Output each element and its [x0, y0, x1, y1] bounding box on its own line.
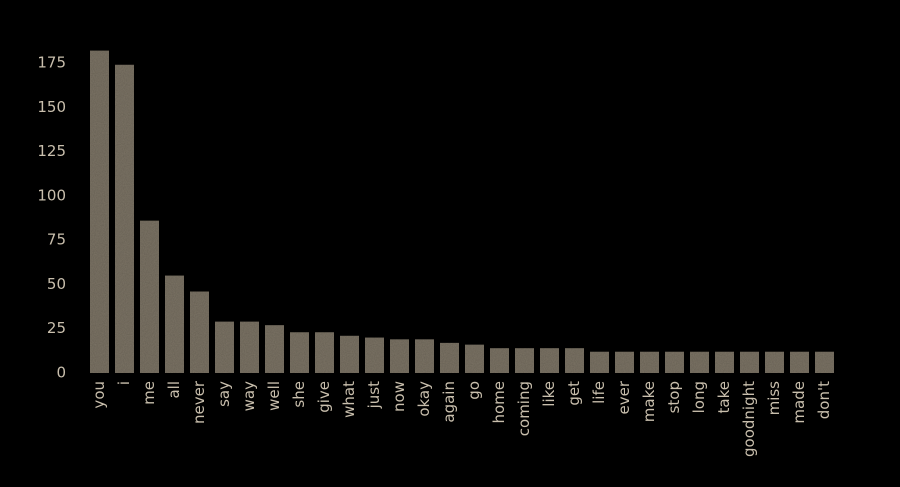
- bar: [740, 351, 759, 373]
- x-tick-label: goodnight: [740, 381, 758, 457]
- x-tick-label: miss: [765, 381, 783, 416]
- bar: [590, 351, 609, 373]
- y-tick-label: 100: [37, 186, 66, 204]
- y-tick-label: 125: [37, 142, 66, 160]
- x-tick-label: made: [790, 381, 808, 424]
- bar: [465, 344, 484, 373]
- x-tick-label: get: [565, 381, 583, 406]
- bar: [515, 348, 534, 373]
- x-tick-label: say: [215, 381, 233, 407]
- bar: [215, 321, 234, 373]
- x-tick-label: like: [540, 381, 558, 407]
- bar: [340, 335, 359, 373]
- x-tick-label: just: [365, 381, 383, 409]
- bar: [765, 351, 784, 373]
- x-tick-label: again: [440, 381, 458, 423]
- bar: [315, 332, 334, 373]
- x-tick-label: home: [490, 381, 508, 424]
- x-tick-label: what: [340, 381, 358, 418]
- x-tick-label: take: [715, 381, 733, 413]
- y-tick-label: 175: [37, 54, 66, 72]
- bar: [690, 351, 709, 373]
- bar: [815, 351, 834, 373]
- x-tick-label: go: [465, 381, 483, 400]
- bar: [715, 351, 734, 373]
- y-tick-label: 0: [56, 364, 66, 382]
- bar: [565, 348, 584, 373]
- x-tick-label: don't: [815, 381, 833, 419]
- x-tick-label: now: [390, 381, 408, 412]
- x-tick-label: all: [165, 381, 183, 399]
- x-tick-label: long: [690, 381, 708, 413]
- bar: [115, 64, 134, 374]
- bar: [440, 342, 459, 373]
- x-tick-label: coming: [515, 381, 533, 436]
- x-tick-label: she: [290, 381, 308, 408]
- x-tick-label: ever: [615, 380, 633, 414]
- y-tick-label: 150: [37, 98, 66, 116]
- x-tick-label: i: [115, 381, 133, 385]
- bar: [90, 50, 109, 374]
- bar: [240, 321, 259, 373]
- y-tick-label: 75: [47, 231, 66, 249]
- bar: [390, 339, 409, 373]
- x-tick-label: life: [590, 381, 608, 404]
- bar: [165, 275, 184, 373]
- x-tick-label: give: [315, 381, 333, 413]
- bar: [790, 351, 809, 373]
- x-tick-label: well: [265, 381, 283, 411]
- y-tick-label: 50: [47, 275, 66, 293]
- bar: [265, 325, 284, 373]
- bar: [140, 220, 159, 373]
- bar: [665, 351, 684, 373]
- x-tick-label: stop: [665, 381, 683, 413]
- bar: [490, 348, 509, 373]
- bar: [615, 351, 634, 373]
- x-tick-label: way: [240, 381, 258, 411]
- bar: [640, 351, 659, 373]
- bar: [290, 332, 309, 373]
- x-tick-label: make: [640, 381, 658, 422]
- x-tick-label: me: [140, 381, 158, 405]
- bar: [415, 339, 434, 373]
- x-tick-label: you: [90, 381, 108, 409]
- bar: [365, 337, 384, 373]
- bar: [190, 291, 209, 373]
- x-tick-label: never: [190, 380, 208, 424]
- bar: [540, 348, 559, 373]
- x-tick-label: okay: [415, 381, 433, 417]
- y-tick-label: 25: [47, 319, 66, 337]
